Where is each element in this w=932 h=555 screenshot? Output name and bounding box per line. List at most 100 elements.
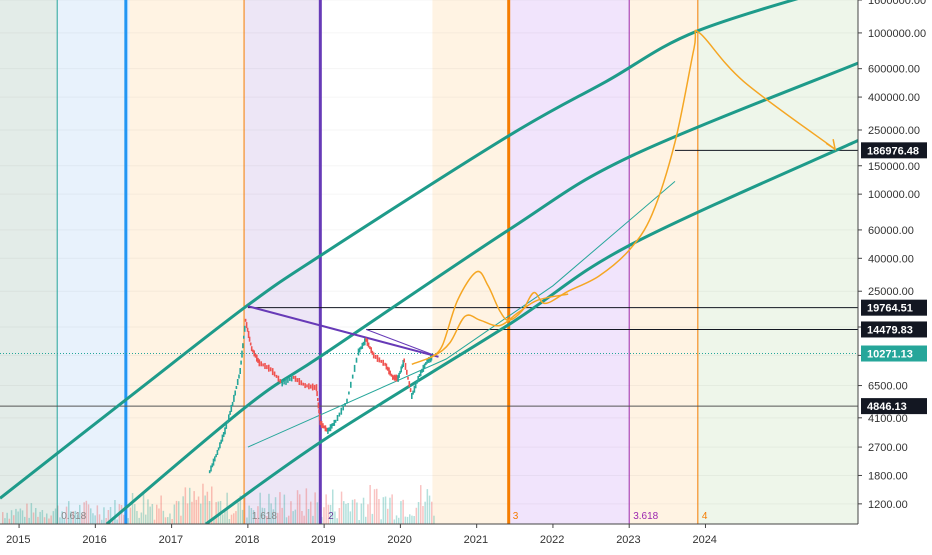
price-candle [395,374,398,382]
volume-bar [358,520,360,524]
price-candle [283,380,285,385]
price-candle [329,424,332,432]
volume-bar [244,493,246,524]
price-candle [413,385,416,393]
y-tick-label: 1600000.00 [868,0,926,7]
price-candle [426,358,428,364]
volume-bar [307,509,310,524]
price-candle [364,338,366,346]
y-tick-label: 40000.00 [868,253,914,265]
price-candle [231,401,234,406]
volume-bar [393,519,396,524]
price-candle [342,405,344,411]
volume-bar [417,502,420,524]
volume-bar [8,518,11,524]
price-tag-label: 19764.51 [867,303,913,315]
volume-bar [338,508,341,524]
volume-bar [336,518,338,524]
price-candle [279,379,282,384]
volume-bar [24,516,26,524]
y-tick-label: 60000.00 [868,225,914,237]
price-candle [389,370,391,376]
price-tag-label: 4846.13 [867,401,907,413]
price-candle [324,425,327,432]
x-tick-label: 2019 [311,534,335,546]
volume-bar [290,501,292,524]
price-candle [404,362,407,370]
price-candle [366,338,369,346]
price-candle [217,447,220,451]
price-candle [304,383,306,389]
volume-bar [136,511,138,524]
price-candle [285,377,287,385]
cycle-band [244,0,321,524]
fib-label: 4 [702,511,708,522]
y-tick-label: 25000.00 [868,286,914,298]
volume-bar [94,515,96,524]
y-tick-label: 1200.00 [868,499,908,511]
price-candle [332,423,334,426]
channel-line [0,0,799,500]
volume-bar [208,501,211,524]
volume-bar [59,517,61,524]
volume-bar [292,511,294,524]
volume-bar [345,503,347,524]
y-tick-label: 400000.00 [868,92,920,104]
price-candle [243,325,246,332]
price-tags: 186976.48 19764.51 14479.83 10271.13 4846.13 [861,142,927,415]
y-tick-label: 250000.00 [868,125,920,137]
price-candle [290,375,293,382]
price-candle [400,366,402,373]
x-tick-label: 2016 [82,534,106,546]
volume-bar [222,514,224,524]
price-candle [228,414,230,421]
volume-bar [248,505,250,524]
volume-bar [391,494,393,524]
volume-bar [272,509,275,524]
volume-bar [433,515,435,524]
y-tick-label: 1800.00 [868,470,908,482]
price-candle [396,375,398,381]
volume-bar [312,515,314,524]
x-tick-label: 2020 [387,534,411,546]
price-candle [416,380,418,384]
volume-bar [131,493,134,524]
volume-bar [261,507,264,524]
price-candle [311,383,314,391]
price-candle [316,391,318,397]
volume-bar [431,501,433,524]
price-candle [212,458,215,466]
volume-bar [237,502,239,524]
price-candle [258,359,261,367]
volume-bar [235,511,237,524]
volume-bar [325,494,327,524]
y-tick-label: 150000.00 [868,161,920,173]
volume-bar [140,512,143,524]
price-candle [216,450,219,455]
volume-bar [413,516,415,524]
cycle-band [508,0,630,524]
price-candle [328,427,330,432]
volume-bar [400,501,402,524]
price-candle [318,413,321,421]
volume-bar [32,512,35,524]
volume-bar [354,499,356,524]
triangle-line [247,305,439,358]
price-candle [355,357,358,363]
price-candle [382,359,384,366]
volume-bar [259,492,261,524]
y-axis-panel [858,0,932,550]
cycle-bands [0,0,858,524]
volume-bar [189,487,191,524]
price-candle [319,421,322,426]
vertical-cycle-lines [56,0,699,524]
volume-bar [296,490,299,524]
price-candle [245,322,248,329]
volume-bar [310,501,312,524]
volume-bar [228,519,231,524]
volume-bar [96,505,99,524]
volume-bar [191,501,193,524]
price-candle [249,342,252,346]
price-candle [348,391,350,395]
price-candle [407,376,409,380]
